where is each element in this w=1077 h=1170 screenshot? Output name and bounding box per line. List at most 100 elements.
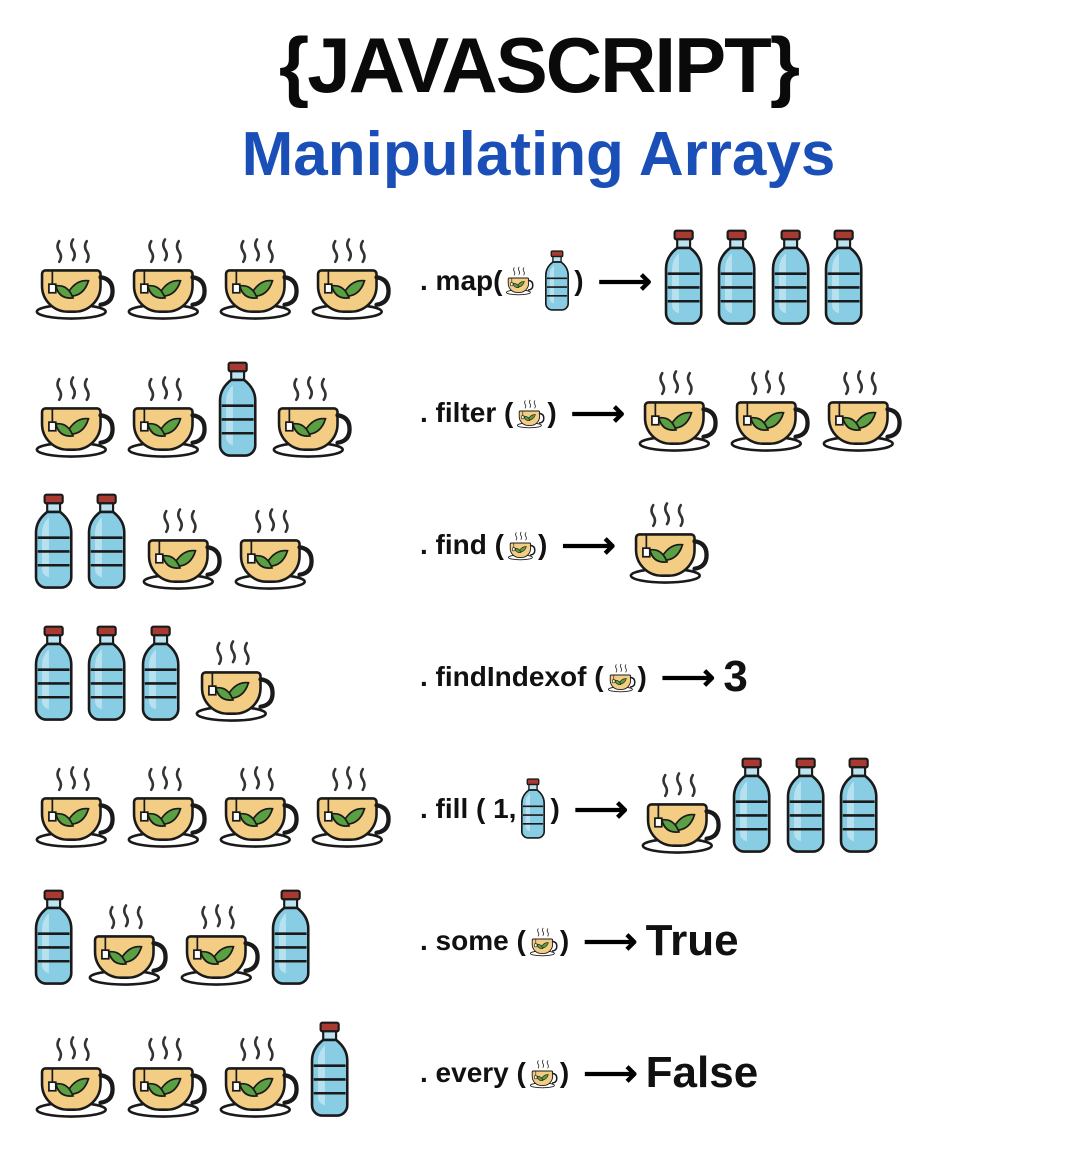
tea-cup-icon — [306, 764, 392, 855]
method-label: . every ( ) — [420, 1057, 569, 1090]
tea-cup-icon — [30, 1034, 116, 1125]
water-bottle-icon — [542, 250, 572, 313]
tea-cup-icon — [624, 500, 710, 591]
input-group — [30, 236, 410, 327]
input-group — [30, 625, 410, 729]
arrow-icon: ⟶ — [574, 787, 628, 832]
row-some: . some ( ) ⟶ True — [30, 886, 1047, 996]
water-bottle-icon — [30, 493, 77, 597]
tea-cup-icon — [122, 764, 208, 855]
tea-cup-icon — [725, 368, 811, 459]
tea-cup-icon — [636, 770, 722, 861]
method-prefix: . fill ( 1, — [420, 793, 516, 825]
water-bottle-icon — [137, 625, 184, 729]
method-prefix: . find ( — [420, 529, 504, 561]
page-subtitle: Manipulating Arrays — [30, 119, 1047, 190]
tea-cup-icon — [30, 374, 116, 465]
method-arg-icons — [528, 925, 558, 958]
output-group — [633, 368, 903, 459]
water-bottle-icon — [83, 625, 130, 729]
input-group — [30, 493, 410, 597]
method-label: . some ( ) — [420, 925, 569, 958]
tea-cup-icon — [528, 1057, 558, 1090]
method-suffix: ) — [538, 529, 547, 561]
tea-cup-icon — [606, 661, 636, 694]
tea-cup-icon — [137, 506, 223, 597]
output-group — [660, 229, 867, 333]
method-label: . map( ) — [420, 250, 584, 313]
water-bottle-icon — [83, 493, 130, 597]
rows-container: . map( ) ⟶ — [30, 226, 1047, 1128]
water-bottle-icon — [820, 229, 867, 333]
tea-cup-icon — [633, 368, 719, 459]
water-bottle-icon — [30, 625, 77, 729]
input-group — [30, 1021, 410, 1125]
water-bottle-icon — [728, 757, 775, 861]
water-bottle-icon — [214, 361, 261, 465]
method-prefix: . some ( — [420, 925, 526, 957]
input-group — [30, 889, 410, 993]
tea-cup-icon — [214, 236, 300, 327]
tea-cup-icon — [267, 374, 353, 465]
method-label: . find ( ) — [420, 529, 547, 562]
output-group — [624, 500, 710, 591]
row-every: . every ( ) ⟶ False — [30, 1018, 1047, 1128]
row-fill: . fill ( 1, ) ⟶ — [30, 754, 1047, 864]
tea-cup-icon — [817, 368, 903, 459]
row-find: . find ( ) ⟶ — [30, 490, 1047, 600]
input-group — [30, 764, 410, 855]
arrow-icon: ⟶ — [583, 1051, 637, 1096]
arrow-icon: ⟶ — [661, 655, 715, 700]
method-prefix: . every ( — [420, 1057, 526, 1089]
tea-cup-icon — [190, 638, 276, 729]
water-bottle-icon — [713, 229, 760, 333]
method-arg-icons — [518, 778, 548, 841]
water-bottle-icon — [660, 229, 707, 333]
method-arg-icons — [515, 397, 545, 430]
page-title: {JAVASCRIPT} — [30, 20, 1047, 111]
output-text: 3 — [723, 652, 747, 702]
arrow-icon: ⟶ — [583, 919, 637, 964]
arrow-icon: ⟶ — [561, 523, 615, 568]
method-suffix: ) — [574, 265, 583, 297]
method-prefix: . filter ( — [420, 397, 513, 429]
method-label: . filter ( ) — [420, 397, 557, 430]
method-label: . findIndexof ( ) — [420, 661, 647, 694]
tea-cup-icon — [506, 529, 536, 562]
method-arg-icons — [506, 529, 536, 562]
tea-cup-icon — [229, 506, 315, 597]
method-prefix: . map( — [420, 265, 502, 297]
tea-cup-icon — [122, 374, 208, 465]
water-bottle-icon — [518, 778, 548, 841]
arrow-icon: ⟶ — [571, 391, 625, 436]
tea-cup-icon — [83, 902, 169, 993]
input-group — [30, 361, 410, 465]
output-group — [636, 757, 882, 861]
tea-cup-icon — [504, 263, 534, 296]
method-suffix: ) — [560, 925, 569, 957]
method-suffix: ) — [550, 793, 559, 825]
water-bottle-icon — [835, 757, 882, 861]
water-bottle-icon — [306, 1021, 353, 1125]
arrow-icon: ⟶ — [598, 259, 652, 304]
method-arg-icons — [504, 250, 572, 313]
row-filter: . filter ( ) ⟶ — [30, 358, 1047, 468]
tea-cup-icon — [528, 925, 558, 958]
method-suffix: ) — [560, 1057, 569, 1089]
tea-cup-icon — [214, 1034, 300, 1125]
output-text: True — [646, 916, 739, 966]
tea-cup-icon — [30, 236, 116, 327]
method-suffix: ) — [547, 397, 556, 429]
tea-cup-icon — [122, 1034, 208, 1125]
method-suffix: ) — [638, 661, 647, 693]
row-map: . map( ) ⟶ — [30, 226, 1047, 336]
water-bottle-icon — [267, 889, 314, 993]
tea-cup-icon — [30, 764, 116, 855]
water-bottle-icon — [767, 229, 814, 333]
tea-cup-icon — [122, 236, 208, 327]
method-arg-icons — [528, 1057, 558, 1090]
tea-cup-icon — [214, 764, 300, 855]
method-prefix: . findIndexof ( — [420, 661, 604, 693]
tea-cup-icon — [175, 902, 261, 993]
water-bottle-icon — [782, 757, 829, 861]
